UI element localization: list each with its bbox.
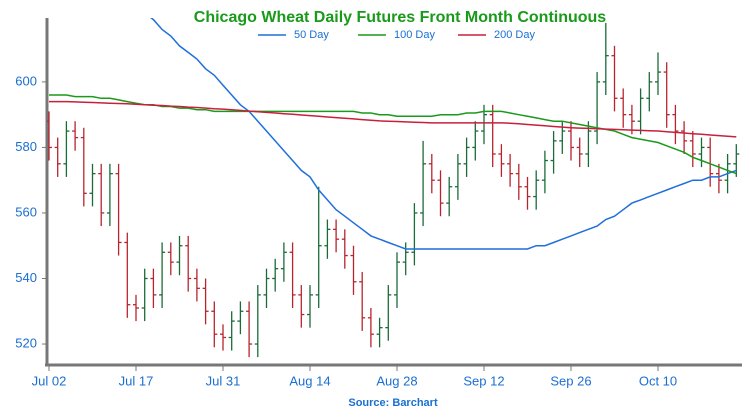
chart-title: Chicago Wheat Daily Futures Front Month …	[194, 9, 607, 26]
x-tick-label: Sep 26	[550, 373, 591, 388]
y-tick-label: 580	[15, 139, 37, 154]
x-tick-label: Oct 10	[639, 373, 677, 388]
x-tick-label: Jul 02	[32, 373, 67, 388]
y-tick-label: 560	[15, 204, 37, 219]
source: Source: Barchart	[348, 397, 438, 409]
x-tick-label: Jul 17	[119, 373, 154, 388]
y-tick-label: 600	[15, 73, 37, 88]
legend-label: 200 Day	[494, 29, 535, 41]
x-tick-label: Sep 12	[463, 373, 504, 388]
ma-line	[49, 94, 737, 175]
x-tick-label: Aug 14	[289, 373, 330, 388]
y-tick-label: 520	[15, 335, 37, 350]
x-tick-label: Jul 31	[206, 373, 241, 388]
x-tick-label: Aug 28	[376, 373, 417, 388]
legend-label: 50 Day	[294, 29, 329, 41]
ma-line	[150, 18, 737, 250]
legend-label: 100 Day	[394, 29, 435, 41]
plot-area	[47, 18, 740, 358]
y-tick-label: 540	[15, 270, 37, 285]
ma-line	[49, 100, 737, 138]
